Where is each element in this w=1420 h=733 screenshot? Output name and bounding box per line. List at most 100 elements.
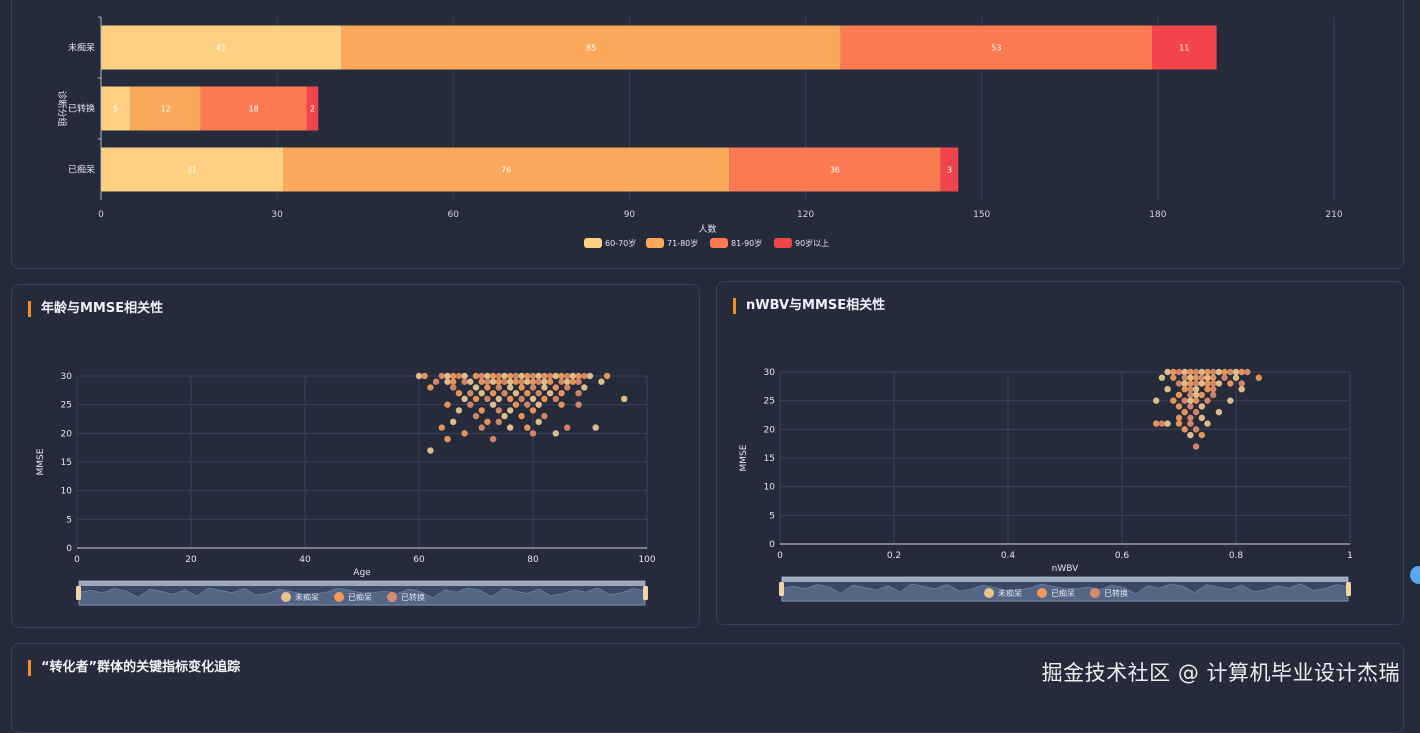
scatter-point — [484, 384, 491, 391]
bar-value-label: 36 — [830, 166, 840, 175]
scatter-point — [415, 372, 423, 380]
bar-value-label: 5 — [113, 105, 118, 114]
scatter-point — [524, 401, 531, 408]
x-tick-label: 120 — [797, 210, 814, 220]
scatter-point — [512, 390, 520, 397]
scatter-point — [455, 372, 463, 380]
scatter-point — [1170, 368, 1177, 376]
scatter-point — [455, 390, 463, 397]
panel-title-age-mmse: 年龄与MMSE相关性 — [28, 301, 163, 317]
scatter-point — [529, 378, 537, 385]
scatter-point — [512, 401, 520, 408]
scatter-point — [1192, 368, 1200, 376]
scatter-point — [546, 372, 554, 380]
scatter-point — [535, 390, 542, 397]
y-tick-label: 15 — [764, 454, 775, 464]
zoom-handle-right[interactable] — [643, 586, 648, 600]
scatter-point — [535, 372, 542, 380]
scatter-point — [450, 372, 457, 380]
scatter-point — [501, 390, 508, 397]
bar-segment — [1151, 25, 1217, 70]
legend-marker — [984, 588, 994, 598]
legend-swatch — [774, 238, 792, 248]
scatter-point — [1221, 374, 1228, 381]
x-axis-title: 人数 — [698, 223, 716, 235]
scatter-point — [478, 424, 485, 431]
scatter-point — [461, 395, 468, 403]
bar-value-label: 12 — [160, 105, 170, 114]
scatter-point — [1192, 380, 1200, 387]
scatter-point — [581, 372, 588, 380]
bar-value-label: 41 — [216, 44, 226, 53]
scatter-point — [1198, 374, 1205, 381]
scatter-point — [461, 372, 468, 380]
scatter-point — [518, 384, 525, 391]
scatter-point — [1198, 380, 1205, 387]
scatter-point — [1204, 397, 1211, 404]
y-axis-title: MMSE — [739, 444, 749, 471]
scatter-point — [1198, 403, 1205, 410]
scatter-point — [1187, 386, 1194, 393]
scatter-point — [1204, 386, 1211, 393]
scatter-point — [1158, 420, 1166, 427]
scatter-point — [524, 424, 531, 431]
scatter-point — [1187, 431, 1194, 439]
y-tick-label: 5 — [66, 515, 72, 525]
x-tick-label: 40 — [299, 555, 311, 565]
scatter-point — [489, 390, 497, 397]
scatter-point — [1192, 386, 1200, 393]
scatter-point — [541, 395, 548, 403]
scatter-point — [541, 372, 548, 380]
scatter-point — [1153, 420, 1160, 427]
scatter-point — [569, 372, 577, 380]
scatter-point — [1187, 380, 1194, 387]
y-tick-label: 10 — [764, 483, 776, 493]
scatter-point — [472, 384, 480, 391]
scatter-point — [432, 378, 440, 385]
x-tick-label: 0 — [777, 551, 783, 561]
scatter-point — [1192, 374, 1200, 381]
bar-segment — [283, 147, 730, 192]
bar-segment — [130, 86, 201, 131]
scatter-point — [575, 372, 582, 380]
scatter-point — [507, 378, 514, 385]
category-label: 已痴呆 — [68, 164, 95, 176]
scatter-point — [512, 378, 520, 385]
scatter-point — [1227, 368, 1234, 376]
bar-segment — [101, 86, 131, 131]
legend-label: 已痴呆 — [1051, 588, 1075, 598]
scatter-point — [489, 401, 497, 408]
scatter-point — [524, 372, 531, 380]
scatter-point — [586, 372, 594, 380]
scatter-point — [603, 372, 611, 380]
y-tick-label: 20 — [764, 425, 776, 435]
bar-segment — [729, 147, 941, 192]
scroll-handle[interactable] — [1410, 566, 1420, 584]
nwbv-mmse-panel: nWBV与MMSE相关性 0 0.2 0.4 0.6 0.8 1 0 5 10 15 20 25 30 n… — [716, 281, 1404, 625]
zoom-handle-left[interactable] — [779, 582, 784, 596]
bar-segment — [840, 25, 1152, 70]
scatter-point — [564, 424, 571, 431]
zoom-handle-left[interactable] — [76, 586, 81, 600]
scatter-point — [1175, 380, 1183, 387]
zoom-handle-right[interactable] — [1346, 582, 1351, 596]
scatter-point — [546, 390, 554, 397]
scatter-point — [1238, 368, 1245, 376]
x-tick-label: 180 — [1149, 210, 1166, 220]
scatter-point — [461, 430, 468, 437]
scatter-point — [598, 378, 605, 385]
scatter-point — [1204, 380, 1211, 387]
bar-value-label: 85 — [586, 44, 596, 53]
legend-marker — [334, 592, 344, 602]
legend-marker — [1037, 588, 1047, 598]
scatter-point — [495, 384, 502, 391]
scatter-point — [569, 378, 577, 385]
x-tick-label: 0.8 — [1229, 551, 1244, 561]
scatter-point — [444, 401, 451, 408]
bar-segment — [101, 147, 284, 192]
x-tick-label: 60 — [448, 210, 460, 220]
scatter-point — [1170, 397, 1177, 404]
scatter-point — [1192, 443, 1200, 450]
y-tick-label: 25 — [764, 397, 775, 407]
